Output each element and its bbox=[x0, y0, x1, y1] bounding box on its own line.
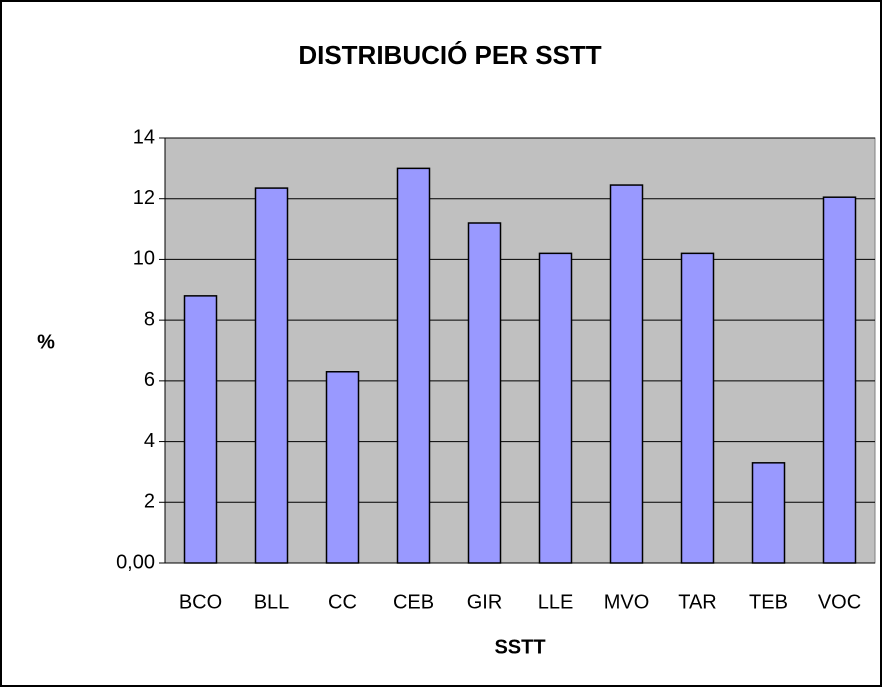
x-tick-label: TAR bbox=[678, 591, 717, 613]
bar bbox=[751, 462, 786, 564]
bar bbox=[396, 167, 431, 564]
x-tick-label: LLE bbox=[538, 591, 574, 613]
bar bbox=[822, 196, 857, 564]
y-tick-label: 14 bbox=[133, 126, 155, 148]
y-tick-label: 12 bbox=[133, 187, 155, 209]
x-tick-label: BLL bbox=[254, 591, 290, 613]
x-tick-label: VOC bbox=[818, 591, 861, 613]
bar bbox=[538, 252, 573, 564]
x-tick-label: BCO bbox=[179, 591, 222, 613]
chart-title: DISTRIBUCIÓ PER SSTT bbox=[298, 40, 601, 70]
x-axis-label: SSTT bbox=[494, 636, 545, 658]
x-tick-label: CEB bbox=[393, 591, 434, 613]
bar bbox=[467, 222, 502, 564]
x-tick-label: CC bbox=[328, 591, 357, 613]
x-tick-label: MVO bbox=[604, 591, 650, 613]
bar bbox=[325, 371, 360, 564]
y-tick-label: 4 bbox=[144, 430, 155, 452]
y-tick-label: 8 bbox=[144, 308, 155, 330]
bar bbox=[680, 252, 715, 564]
bar bbox=[254, 187, 289, 564]
bar bbox=[609, 184, 644, 564]
x-tick-label: GIR bbox=[467, 591, 503, 613]
x-tick-label: TEB bbox=[749, 591, 788, 613]
y-tick-label: 6 bbox=[144, 369, 155, 391]
y-axis-label: % bbox=[37, 331, 55, 353]
y-tick-label: 2 bbox=[144, 491, 155, 513]
y-tick-label: 0,00 bbox=[116, 551, 155, 573]
bar bbox=[183, 295, 218, 564]
y-tick-label: 10 bbox=[133, 248, 155, 270]
